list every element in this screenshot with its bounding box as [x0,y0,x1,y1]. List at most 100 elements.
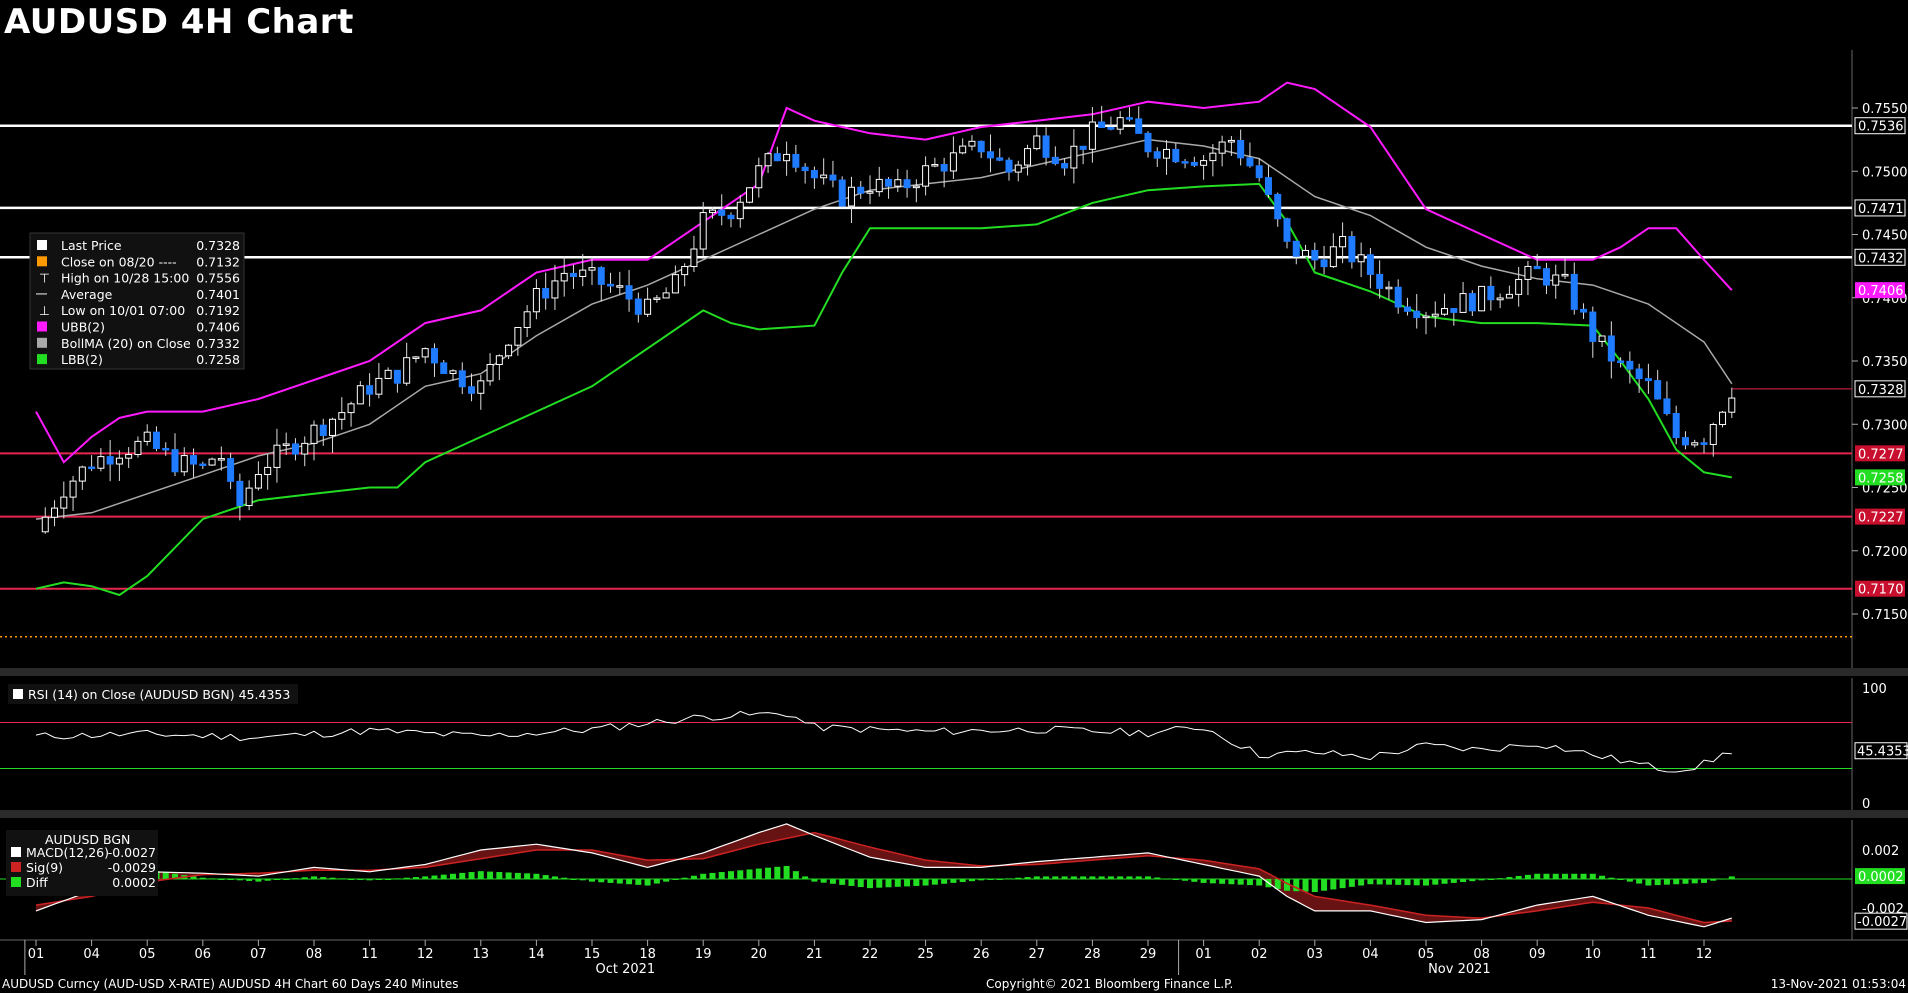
candle-bear [542,288,550,299]
macd-legend-label: Sig(9) [26,860,63,875]
macd-legend: AUDUSD BGN MACD(12,26)-0.0027 Sig(9) -0.00… [6,830,158,896]
diff-bar [700,873,707,879]
diff-bar [394,878,401,880]
diff-bar [589,879,595,882]
candle-bull [1552,274,1560,286]
candle-bear [801,166,809,172]
candle-bear [1246,157,1254,167]
diff-bar [1423,879,1429,886]
candle-bull [338,412,346,420]
diff-bar [635,879,642,885]
x-tick-label: 15 [584,947,601,962]
legend-label: High on 10/28 15:00 [61,271,189,286]
diff-bar [542,875,549,879]
price-legend: Last Price 0.7328 Close on 08/20 ---- 0.713… [29,232,245,370]
diff-bar [1478,879,1485,881]
diff-bar [1246,879,1253,886]
candle-bull [1459,293,1467,313]
rsi-legend-box [8,684,298,704]
legend-value: 0.7406 [196,320,240,335]
diff-bar [783,865,790,879]
candle-bull [217,458,225,461]
candle-bear [319,424,327,436]
candle-bear [792,153,800,168]
candle-bull [1070,145,1078,169]
candle-bear [291,443,299,455]
candle-bear [829,174,837,181]
macd-tag-bg [1854,912,1908,930]
diff-bar [1571,873,1578,879]
rsi-value-tag-bg [1854,742,1908,760]
diff-bar [1302,879,1309,892]
diff-bar [1450,879,1457,883]
diff-bar [1163,878,1170,880]
candle-bear [1292,240,1300,257]
candle-bear [1237,139,1245,159]
candle-bear [236,480,244,507]
diff-bar [1052,876,1059,879]
diff-bar [737,870,744,879]
diff-bar [718,872,725,879]
legend-label: Low on 10/01 07:00 [61,303,185,318]
diff-bar [1107,876,1114,879]
diff-bar [1432,879,1439,885]
legend-label: Average [61,287,113,302]
footer-right: 13-Nov-2021 01:53:04 [1771,977,1906,991]
diff-bar [320,877,327,879]
diff-bar [450,873,456,879]
diff-bar [338,878,345,880]
legend-low-marker: ⊥ [39,303,50,318]
candle-bear [1700,442,1708,445]
candle-bear [1450,308,1458,313]
legend-value: 0.7132 [196,254,240,269]
macd-legend-value: -0.0027 [108,845,156,860]
diff-bar [1654,879,1661,886]
diff-bar [1024,877,1031,879]
candle-bear [1181,161,1189,164]
macd-legend-label: Diff [26,875,48,890]
diff-bar [218,879,225,880]
diff-bar [1497,878,1504,880]
diff-bar [1089,876,1096,879]
footer-left: AUDUSD Curncy (AUD-USD X-RATE) AUDUSD 4H… [2,977,458,991]
candle-bear [1644,378,1652,382]
ubb-tag: 0.7406 [1858,284,1904,299]
candle-bear [171,449,179,473]
diff-bar [477,871,484,879]
candle-bear [996,157,1004,161]
candlesticks [41,105,1736,534]
rsi-macd-divider [0,810,1908,818]
diff-bar [227,879,234,880]
ubb-series-line [35,81,1733,464]
legend-swatch [37,240,47,250]
support-tag-bg [1855,508,1905,525]
resistance-tag-label: 0.7432 [1858,251,1904,266]
resistance-tag-bg [1854,117,1906,135]
last-price-tag: 0.7328 [1858,383,1904,398]
candle-bear [1255,165,1263,179]
candle-bear [597,267,605,285]
diff-bar [1395,879,1402,885]
candle-bear [393,369,401,384]
candle-bear [727,214,735,220]
diff-bar [1515,875,1522,879]
candle-bull [1024,148,1032,166]
diff-bar [348,879,355,880]
diff-bar [1219,879,1226,884]
diff-bar [857,879,864,888]
candle-bull [1163,148,1171,159]
x-tick-label: 05 [139,947,156,962]
candle-bull [1200,160,1208,166]
price-axis-ticks: 0.75500.75000.74500.74000.73500.73000.72… [1852,102,1908,623]
candle-bull [1515,278,1523,295]
diff-bar [1154,877,1161,879]
diff-bar [987,879,994,880]
candle-bull [922,165,930,187]
diff-bar [329,877,336,879]
rsi-value-tag: 45.4353 [1857,745,1908,760]
diff-bar [292,878,299,880]
candle-bear [1098,121,1106,128]
candle-bull [588,267,596,271]
candle-bear [857,186,865,194]
